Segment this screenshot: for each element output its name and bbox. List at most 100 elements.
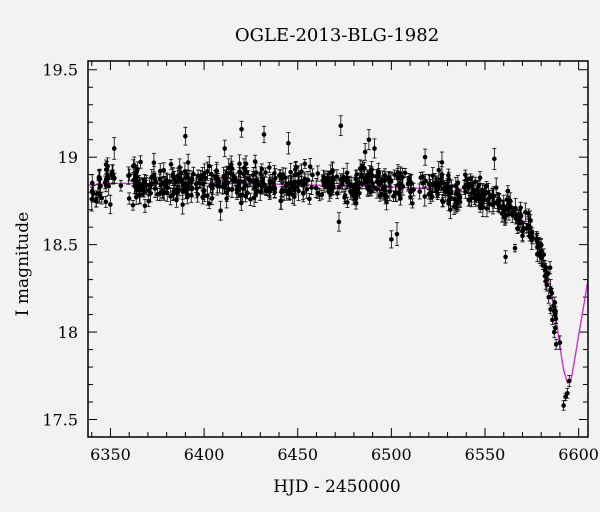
point-marker [235, 184, 240, 190]
point-marker [349, 183, 355, 189]
data-point [527, 220, 533, 234]
data-point [239, 120, 244, 138]
point-marker [310, 172, 315, 178]
data-point [212, 169, 218, 184]
point-marker [248, 178, 254, 183]
data-point [288, 174, 293, 193]
point-marker [551, 329, 557, 335]
point-marker [330, 175, 335, 181]
data-point [469, 189, 474, 208]
point-marker [501, 203, 507, 209]
point-marker [103, 162, 109, 167]
point-marker [278, 198, 284, 204]
point-marker [408, 189, 413, 195]
data-point [535, 232, 540, 247]
data-point [408, 184, 413, 200]
point-marker [157, 168, 163, 174]
point-marker [512, 245, 518, 251]
point-marker [439, 160, 445, 165]
data-point [402, 168, 408, 178]
point-marker [486, 190, 491, 196]
y-tick-label: 19.5 [42, 61, 78, 80]
point-marker [97, 175, 103, 181]
point-marker [118, 183, 124, 188]
point-marker [551, 303, 556, 309]
point-marker [342, 193, 348, 198]
point-marker [529, 237, 535, 243]
point-marker [446, 198, 451, 203]
data-point [371, 181, 377, 194]
point-marker [503, 254, 508, 260]
data-point [103, 178, 109, 193]
data-point [336, 212, 342, 232]
data-point [225, 173, 231, 192]
data-point [149, 177, 154, 190]
data-point [293, 161, 298, 178]
point-marker [400, 184, 406, 189]
data-point [561, 400, 566, 411]
x-tick-label: 6400 [184, 445, 225, 464]
data-point [173, 185, 179, 196]
point-marker [307, 196, 312, 202]
data-point [89, 186, 95, 212]
data-point [526, 208, 531, 219]
point-marker [518, 220, 524, 225]
data-point [367, 165, 372, 180]
data-point [167, 173, 173, 189]
point-marker [348, 189, 354, 195]
point-marker [174, 197, 179, 203]
data-point [472, 190, 478, 203]
point-marker [238, 200, 244, 206]
point-marker [309, 185, 315, 190]
point-marker [241, 171, 247, 177]
data-point [427, 185, 433, 204]
point-marker [455, 191, 460, 197]
point-marker [315, 190, 321, 196]
x-tick-label: 6450 [277, 445, 318, 464]
data-point [417, 183, 423, 200]
data-point [263, 183, 269, 195]
point-marker [164, 184, 170, 190]
point-marker [299, 169, 304, 175]
point-marker [104, 167, 110, 172]
data-point [182, 162, 188, 181]
point-marker [472, 194, 478, 199]
point-marker [183, 174, 189, 180]
point-marker [553, 325, 558, 331]
data-point [118, 179, 124, 192]
data-point [103, 159, 109, 170]
point-marker [194, 186, 199, 191]
point-marker [126, 196, 132, 201]
data-point [440, 197, 446, 207]
point-marker [288, 169, 293, 175]
point-marker [480, 187, 485, 193]
point-marker [232, 175, 238, 181]
point-marker [216, 179, 222, 185]
data-point [168, 187, 173, 206]
point-marker [386, 177, 392, 183]
data-point [232, 173, 238, 184]
data-point [446, 168, 451, 182]
point-marker [89, 196, 95, 202]
data-point [550, 314, 555, 325]
point-marker [319, 192, 325, 197]
point-marker [505, 188, 511, 194]
data-point [278, 191, 284, 210]
point-marker [526, 211, 531, 216]
point-marker [179, 178, 185, 184]
point-marker [267, 165, 272, 170]
point-marker [394, 231, 400, 237]
data-point [127, 168, 132, 182]
point-marker [547, 265, 553, 270]
point-marker [226, 165, 231, 171]
point-marker [449, 184, 454, 189]
point-marker [561, 403, 566, 408]
data-point [446, 195, 451, 206]
data-point [111, 137, 117, 160]
point-marker [183, 133, 188, 139]
point-marker [553, 316, 559, 321]
y-tick-label: 19 [58, 148, 78, 167]
point-marker [286, 140, 291, 146]
point-marker [463, 172, 468, 178]
point-marker [422, 154, 428, 160]
